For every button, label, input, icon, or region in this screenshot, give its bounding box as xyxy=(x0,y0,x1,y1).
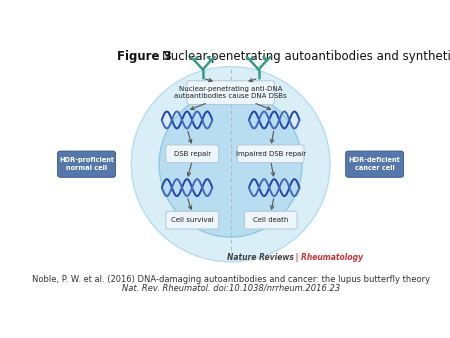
FancyBboxPatch shape xyxy=(166,211,219,229)
FancyBboxPatch shape xyxy=(244,211,297,229)
Text: HDR-deficient
cancer cell: HDR-deficient cancer cell xyxy=(349,158,400,171)
FancyBboxPatch shape xyxy=(187,81,274,104)
FancyBboxPatch shape xyxy=(58,151,116,177)
Text: Nuclear-penetrating anti-DNA
autoantibodies cause DNA DSBs: Nuclear-penetrating anti-DNA autoantibod… xyxy=(174,86,287,99)
Text: Noble, P. W. et al. (2016) DNA-damaging autoantibodies and cancer: the lupus but: Noble, P. W. et al. (2016) DNA-damaging … xyxy=(32,275,430,284)
Text: Nat. Rev. Rheumatol. doi:10.1038/nrrheum.2016.23: Nat. Rev. Rheumatol. doi:10.1038/nrrheum… xyxy=(122,283,340,292)
Ellipse shape xyxy=(131,67,330,262)
Text: | Rheumatology: | Rheumatology xyxy=(293,254,364,262)
FancyBboxPatch shape xyxy=(346,151,404,177)
Text: Cell death: Cell death xyxy=(253,217,288,223)
Text: Impaired DSB repair: Impaired DSB repair xyxy=(236,151,306,157)
Ellipse shape xyxy=(159,91,302,237)
Text: Nature Reviews: Nature Reviews xyxy=(226,254,293,262)
FancyBboxPatch shape xyxy=(166,145,219,163)
Text: Cell survival: Cell survival xyxy=(171,217,214,223)
Text: Nuclear-penetrating autoantibodies and synthetic lethality: Nuclear-penetrating autoantibodies and s… xyxy=(162,50,450,63)
Text: HDR-proficient
normal cell: HDR-proficient normal cell xyxy=(59,158,114,171)
Text: DSB repair: DSB repair xyxy=(174,151,211,157)
FancyBboxPatch shape xyxy=(238,145,304,163)
Text: Figure 3: Figure 3 xyxy=(117,50,172,63)
